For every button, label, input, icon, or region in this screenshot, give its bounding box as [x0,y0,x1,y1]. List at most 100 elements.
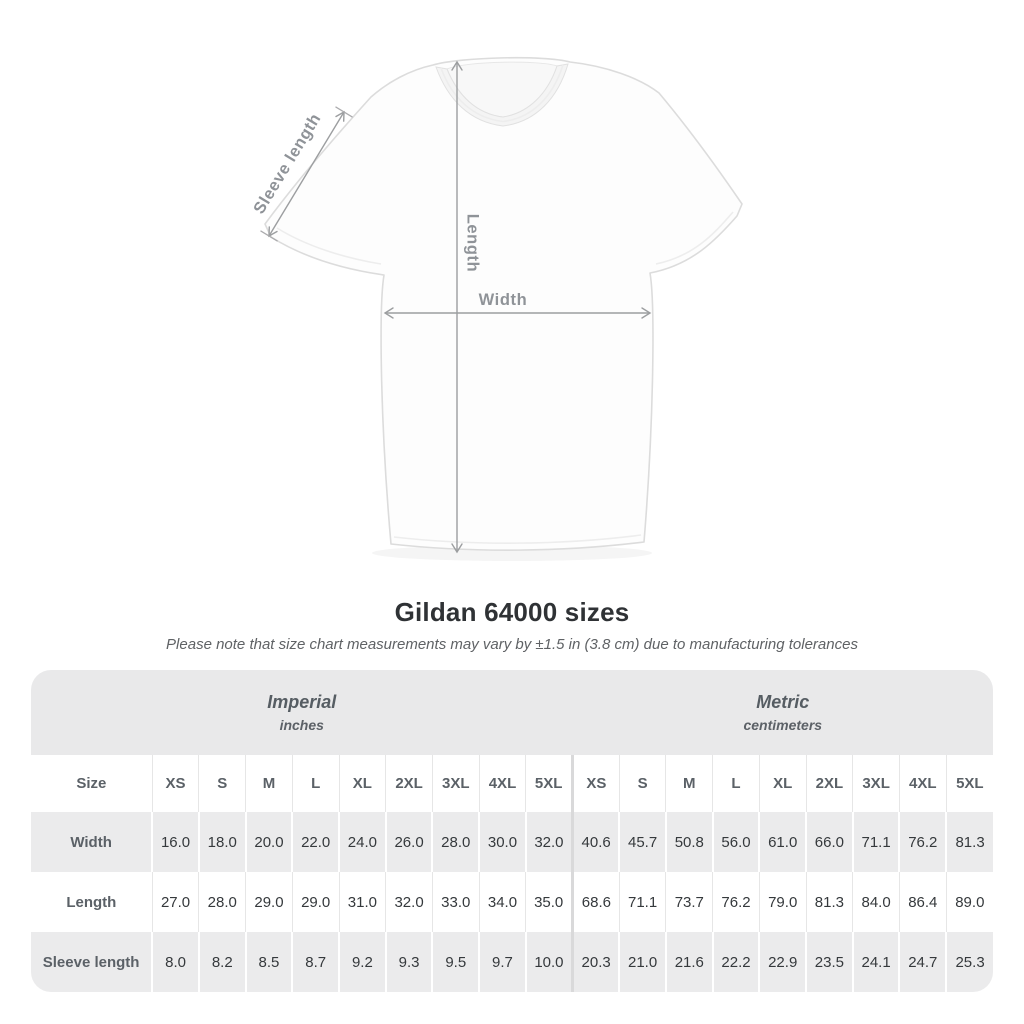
imperial-group-label: Imperial [267,692,337,712]
size-header-cell: 3XL [852,755,900,812]
value-cell: 28.0 [198,872,246,932]
value-cell: 71.1 [618,872,666,932]
value-cell: 8.2 [197,932,246,992]
value-cell: 8.7 [291,932,340,992]
value-cell: 56.0 [711,812,760,872]
value-cell: 27.0 [151,872,199,932]
tshirt-measurement-diagram: Length Width Sleeve length [250,56,743,554]
size-header-cell: S [618,755,666,812]
value-cell: 20.0 [244,812,293,872]
value-cell: 24.1 [851,932,900,992]
value-cell: 9.3 [384,932,433,992]
size-header-cell: XS [151,755,199,812]
size-header-cell: 5XL [525,755,573,812]
value-cell: 9.2 [338,932,386,992]
unit-group-row: Imperial inches Metric centimeters [31,670,993,755]
hem-stitch [393,534,642,544]
row-label: Width [31,812,153,872]
size-header-cell: XL [338,755,386,812]
size-header-cell: 4XL [478,755,526,812]
size-column-header: Size [31,755,153,812]
metric-group-header: Metric centimeters [572,670,993,755]
size-header-cell: 5XL [945,755,993,812]
value-cell: 10.0 [524,932,573,992]
value-cell: 79.0 [758,872,807,932]
collar-rib-stitch [440,64,564,123]
value-cell: 86.4 [898,872,947,932]
size-header-cell: XL [758,755,807,812]
value-cell: 73.7 [665,872,713,932]
value-cell: 81.3 [945,812,993,872]
size-header-cell: 2XL [805,755,853,812]
value-cell: 68.6 [571,872,620,932]
value-cell: 25.3 [945,932,993,992]
table-row: Width 16.0 18.0 20.0 22.0 24.0 26.0 28.0 30.0 32.… [31,812,993,872]
table-row: Sleeve length 8.0 8.2 8.5 8.7 9.2 9.3 9.5 9.7 10.… [31,932,993,992]
value-cell: 28.0 [431,812,480,872]
value-cell: 89.0 [945,872,993,932]
value-cell: 22.0 [291,812,340,872]
value-cell: 31.0 [338,872,386,932]
value-cell: 32.0 [385,872,433,932]
size-header-cell: S [198,755,246,812]
size-header-cell: L [712,755,760,812]
value-cell: 23.5 [805,932,853,992]
value-cell: 21.6 [664,932,713,992]
value-cell: 20.3 [571,932,620,992]
metric-group-sublabel: centimeters [743,717,823,733]
value-cell: 35.0 [525,872,573,932]
left-sleeve-stitch [276,227,382,265]
value-cell: 21.0 [618,932,666,992]
value-cell: 66.0 [805,812,853,872]
value-cell: 71.1 [851,812,900,872]
value-cell: 45.7 [618,812,666,872]
value-cell: 32.0 [524,812,573,872]
size-header-row: Size XS S M L XL 2XL 3XL 4XL 5XL XS S M L XL 2XL 3XL 4XL… [31,755,993,812]
tshirt-graphic [264,56,743,551]
size-header-cell: 3XL [431,755,480,812]
length-dimension: Length [451,60,482,554]
page-title: Gildan 64000 sizes [394,597,630,627]
value-cell: 30.0 [478,812,526,872]
imperial-group-sublabel: inches [279,717,324,733]
value-cell: 34.0 [478,872,526,932]
value-cell: 40.6 [571,812,620,872]
value-cell: 50.8 [664,812,713,872]
value-cell: 8.5 [244,932,293,992]
value-cell: 76.2 [712,872,760,932]
value-cell: 29.0 [245,872,293,932]
size-header-cell: M [665,755,713,812]
size-header-cell: 4XL [898,755,947,812]
size-header-cell: 2XL [385,755,433,812]
value-cell: 76.2 [898,812,947,872]
width-label: Width [479,291,528,309]
row-label: Length [31,872,153,932]
value-cell: 8.0 [151,932,199,992]
value-cell: 18.0 [197,812,246,872]
width-dimension: Width [383,291,652,319]
metric-group-label: Metric [756,692,810,712]
value-cell: 84.0 [852,872,900,932]
value-cell: 9.7 [478,932,526,992]
value-cell: 22.2 [711,932,760,992]
size-table: Imperial inches Metric centimeters Size … [31,670,993,992]
tolerance-note: Please note that size chart measurements… [166,636,858,653]
value-cell: 24.7 [898,932,947,992]
size-header-cell: L [291,755,340,812]
value-cell: 22.9 [758,932,807,992]
value-cell: 29.0 [291,872,340,932]
value-cell: 24.0 [338,812,386,872]
value-cell: 26.0 [384,812,433,872]
value-cell: 81.3 [805,872,853,932]
value-cell: 61.0 [758,812,807,872]
value-cell: 16.0 [151,812,199,872]
value-cell: 9.5 [431,932,480,992]
row-label: Sleeve length [31,932,153,992]
size-header-cell: XS [571,755,620,812]
size-table-grid: Imperial inches Metric centimeters Size … [31,670,993,992]
length-label: Length [464,214,482,273]
size-header-cell: M [245,755,293,812]
imperial-group-header: Imperial inches [31,670,573,755]
table-row: Length 27.0 28.0 29.0 29.0 31.0 32.0 33.0 34.0 35… [31,872,993,932]
right-sleeve-stitch [655,211,734,265]
